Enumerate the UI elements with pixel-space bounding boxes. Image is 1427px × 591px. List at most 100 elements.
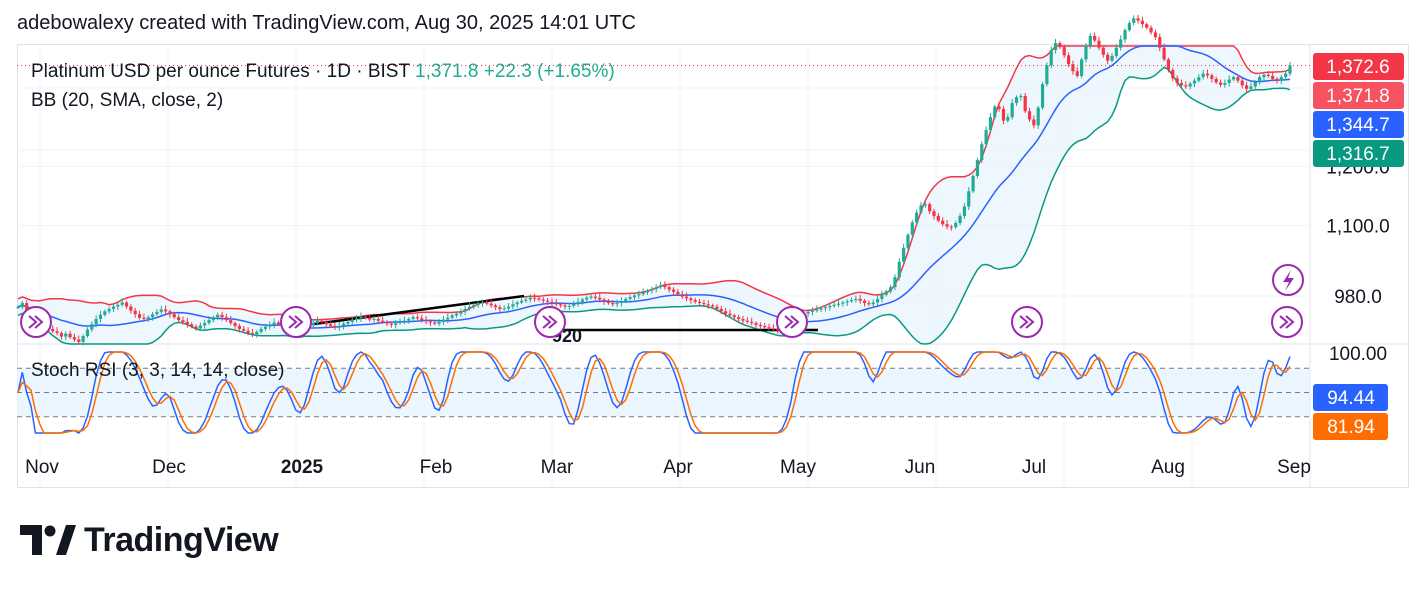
candle-body	[702, 303, 706, 305]
bb-basis-line	[17, 45, 1291, 329]
candle-body	[533, 297, 537, 299]
lightning-icon	[1283, 270, 1294, 291]
time-label: Aug	[1151, 457, 1185, 478]
chart-attribution: adebowalexy created with TradingView.com…	[17, 12, 636, 34]
candle-body	[463, 308, 467, 312]
tradingview-logo[interactable]: TradingView	[20, 520, 279, 560]
bb-band-fill	[18, 46, 1290, 344]
candle-body	[776, 328, 780, 331]
candle-body	[528, 297, 532, 300]
candle-body	[1153, 32, 1158, 38]
candle-body	[133, 310, 137, 315]
candle-body	[454, 313, 459, 316]
candle-body	[1023, 95, 1027, 112]
candle-body	[1058, 42, 1062, 48]
candle-body	[915, 212, 919, 223]
candle-body	[606, 301, 611, 304]
symbol-legend[interactable]: Platinum USD per ounce Futures · 1D · BI…	[31, 61, 615, 83]
price-badge-text-basis: 1,344.7	[1326, 115, 1389, 136]
candle-body	[211, 317, 215, 321]
candle-body	[328, 324, 333, 327]
candle-body	[268, 324, 272, 327]
candle-body	[1132, 18, 1136, 23]
candle-body	[246, 330, 250, 334]
time-label: 2025	[281, 457, 324, 478]
candle-body	[1049, 50, 1053, 66]
candle-body	[554, 303, 558, 305]
candle-body	[810, 310, 815, 312]
stoch-d-badge	[1313, 413, 1388, 440]
candle-body	[819, 308, 823, 310]
candle-body	[637, 294, 641, 296]
candle-body	[376, 318, 380, 321]
event-arrow-icon	[288, 315, 304, 329]
candle-body	[476, 303, 480, 305]
price-tick-label: 980.0	[1334, 287, 1382, 308]
candle-body	[737, 317, 741, 319]
price-badge-lower	[1313, 140, 1404, 167]
candle-body	[745, 320, 749, 322]
candle-body	[585, 297, 589, 300]
candle-body	[684, 296, 689, 299]
candle-body	[116, 304, 120, 307]
candle-body	[111, 306, 116, 309]
candle-body	[1166, 59, 1171, 71]
candle-body	[1284, 73, 1288, 78]
candle-body	[229, 320, 233, 324]
candle-body	[1210, 75, 1214, 79]
candle-body	[845, 301, 849, 303]
candle-body	[1236, 77, 1240, 81]
candle-body	[884, 291, 888, 295]
candle-body	[415, 317, 419, 319]
candle-body	[1010, 103, 1014, 118]
candle-body	[693, 300, 697, 302]
candle-body	[997, 106, 1001, 109]
candle-body	[255, 331, 259, 335]
candle-body	[1127, 22, 1131, 31]
candle-body	[598, 297, 602, 300]
candle-body	[372, 318, 376, 320]
candle-body	[398, 321, 402, 324]
candle-body	[355, 318, 359, 320]
bb-legend[interactable]: BB (20, SMA, close, 2)	[31, 90, 224, 111]
candle-body	[407, 318, 411, 321]
candle-body	[1014, 97, 1019, 104]
bb-upper-line	[17, 45, 1291, 321]
candle-body	[1062, 47, 1066, 56]
candle-body	[433, 322, 437, 324]
candle-body	[1006, 117, 1010, 121]
candle-body	[719, 308, 723, 312]
candle-body	[967, 191, 971, 207]
candle-body	[945, 224, 949, 227]
candle-body	[1201, 73, 1205, 78]
candle-body	[1080, 59, 1084, 76]
candle-body	[1288, 65, 1292, 74]
last-price: 1,371.8	[415, 61, 479, 82]
candle-body	[572, 304, 576, 307]
candle-body	[854, 298, 858, 301]
candle-body	[676, 291, 680, 295]
candle-body	[1192, 80, 1197, 84]
candle-body	[124, 302, 129, 307]
candle-body	[220, 314, 224, 318]
candle-body	[1205, 73, 1210, 76]
candle-body	[932, 211, 936, 216]
time-label: Jul	[1022, 457, 1046, 478]
event-arrow-icon	[28, 315, 44, 329]
candle-body	[129, 306, 133, 311]
candle-body	[567, 306, 571, 308]
candle-body	[424, 320, 428, 322]
stoch-k-badge-text: 94.44	[1327, 388, 1375, 409]
candle-body	[441, 319, 446, 322]
candle-body	[363, 316, 367, 318]
candle-body	[1088, 35, 1092, 46]
time-label: May	[780, 457, 816, 478]
price-badge-text-last: 1,371.8	[1326, 86, 1389, 107]
candle-body	[580, 299, 584, 302]
candle-body	[20, 303, 24, 308]
candle-body	[936, 215, 940, 221]
candle-body	[563, 305, 567, 307]
stoch-legend[interactable]: Stoch RSI (3, 3, 14, 14, close)	[31, 360, 285, 381]
candle-body	[459, 311, 463, 314]
